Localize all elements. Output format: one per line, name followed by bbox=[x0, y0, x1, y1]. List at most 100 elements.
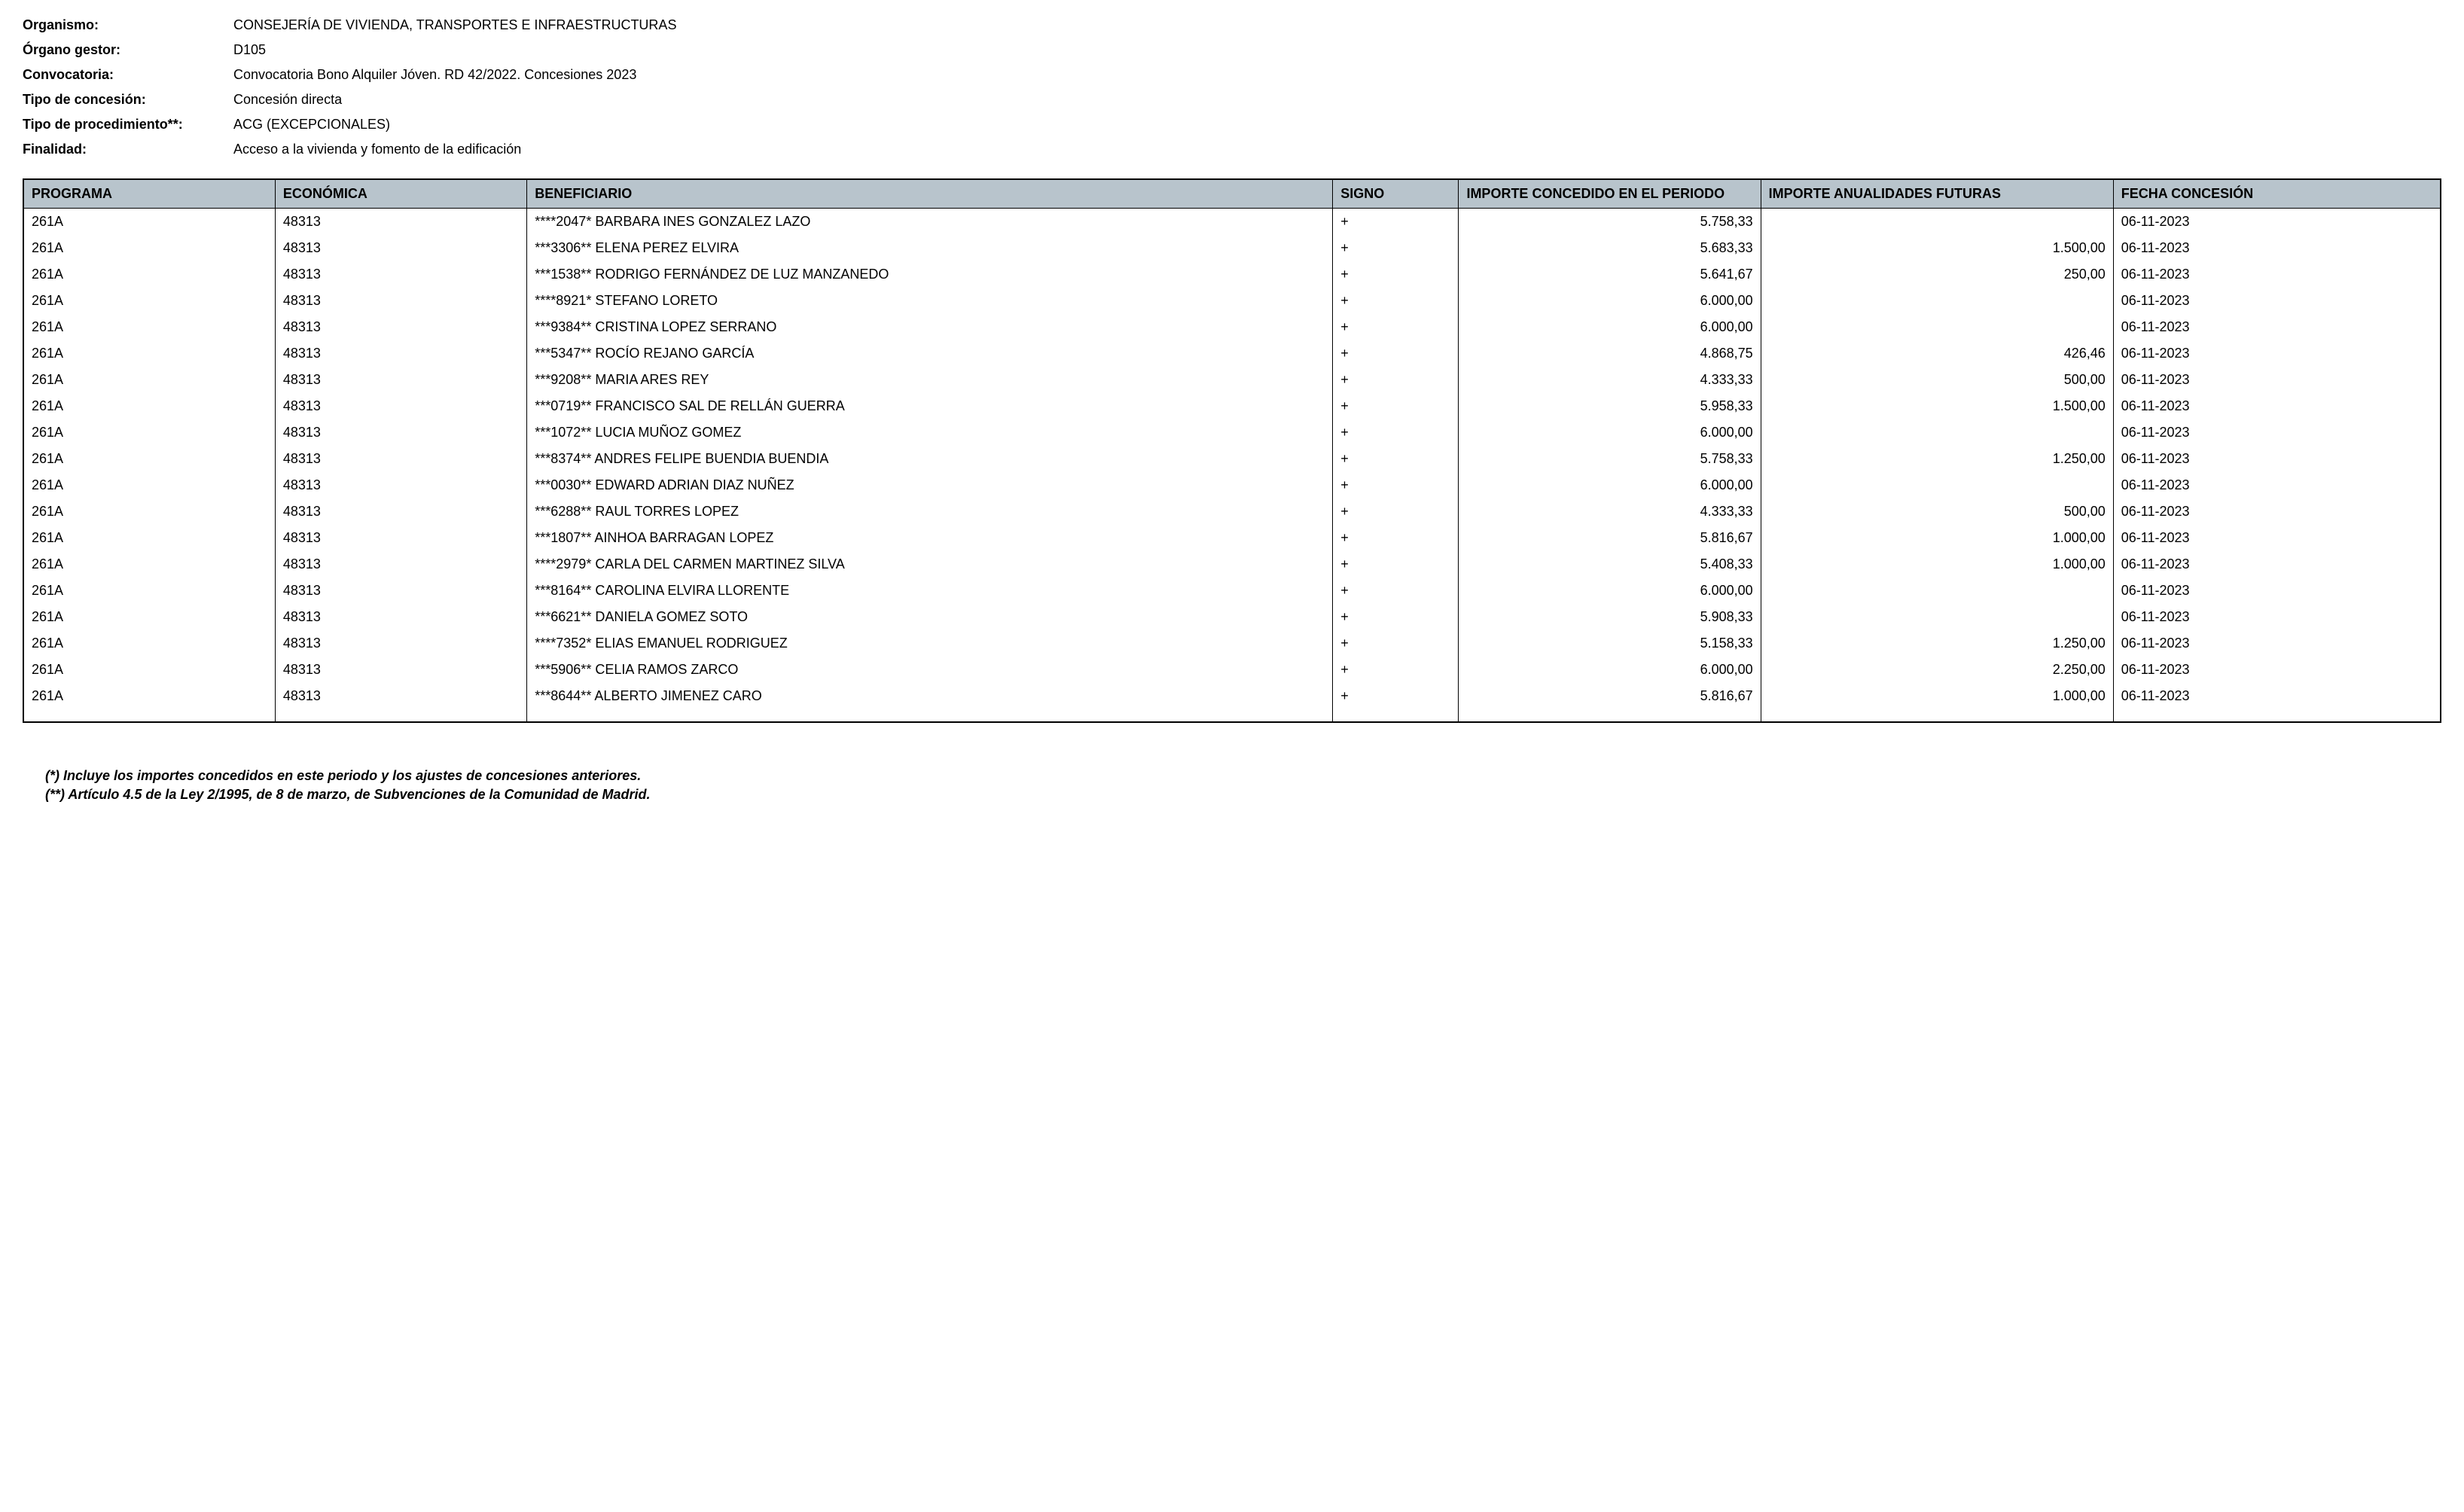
table-row: 261A48313***9384** CRISTINA LOPEZ SERRAN… bbox=[23, 314, 2441, 340]
col-header-beneficiario: BENEFICIARIO bbox=[527, 179, 1333, 209]
cell-fecha: 06-11-2023 bbox=[2113, 288, 2441, 314]
cell-importe-futuras: 1.000,00 bbox=[1761, 683, 2113, 722]
cell-importe-futuras: 2.250,00 bbox=[1761, 657, 2113, 683]
cell-programa: 261A bbox=[23, 578, 275, 604]
header-field: Convocatoria:Convocatoria Bono Alquiler … bbox=[23, 65, 2441, 85]
header-value: ACG (EXCEPCIONALES) bbox=[233, 114, 2441, 135]
header-field: Organismo:CONSEJERÍA DE VIVIENDA, TRANSP… bbox=[23, 15, 2441, 35]
table-row: 261A48313***9208** MARIA ARES REY+4.333,… bbox=[23, 367, 2441, 393]
col-header-economica: ECONÓMICA bbox=[275, 179, 526, 209]
cell-programa: 261A bbox=[23, 367, 275, 393]
footnote: (**) Artículo 4.5 de la Ley 2/1995, de 8… bbox=[45, 787, 2441, 803]
cell-programa: 261A bbox=[23, 472, 275, 498]
concesiones-table: PROGRAMA ECONÓMICA BENEFICIARIO SIGNO IM… bbox=[23, 178, 2441, 723]
cell-programa: 261A bbox=[23, 683, 275, 722]
cell-beneficiario: ***8644** ALBERTO JIMENEZ CARO bbox=[527, 683, 1333, 722]
cell-economica: 48313 bbox=[275, 657, 526, 683]
cell-fecha: 06-11-2023 bbox=[2113, 393, 2441, 419]
cell-signo: + bbox=[1333, 261, 1459, 288]
header-label: Organismo: bbox=[23, 15, 233, 35]
cell-signo: + bbox=[1333, 419, 1459, 446]
footnote: (*) Incluye los importes concedidos en e… bbox=[45, 768, 2441, 784]
cell-programa: 261A bbox=[23, 604, 275, 630]
cell-importe-futuras bbox=[1761, 578, 2113, 604]
cell-beneficiario: ***6621** DANIELA GOMEZ SOTO bbox=[527, 604, 1333, 630]
cell-importe-periodo: 6.000,00 bbox=[1459, 472, 1761, 498]
cell-importe-futuras: 250,00 bbox=[1761, 261, 2113, 288]
cell-beneficiario: ***1072** LUCIA MUÑOZ GOMEZ bbox=[527, 419, 1333, 446]
cell-importe-periodo: 5.683,33 bbox=[1459, 235, 1761, 261]
cell-economica: 48313 bbox=[275, 551, 526, 578]
table-row: 261A48313****8921* STEFANO LORETO+6.000,… bbox=[23, 288, 2441, 314]
cell-beneficiario: ****2979* CARLA DEL CARMEN MARTINEZ SILV… bbox=[527, 551, 1333, 578]
cell-importe-periodo: 6.000,00 bbox=[1459, 419, 1761, 446]
cell-signo: + bbox=[1333, 209, 1459, 236]
cell-importe-futuras bbox=[1761, 604, 2113, 630]
cell-programa: 261A bbox=[23, 235, 275, 261]
cell-signo: + bbox=[1333, 235, 1459, 261]
cell-signo: + bbox=[1333, 288, 1459, 314]
cell-economica: 48313 bbox=[275, 314, 526, 340]
cell-fecha: 06-11-2023 bbox=[2113, 367, 2441, 393]
cell-importe-periodo: 5.641,67 bbox=[1459, 261, 1761, 288]
cell-economica: 48313 bbox=[275, 472, 526, 498]
cell-programa: 261A bbox=[23, 498, 275, 525]
cell-economica: 48313 bbox=[275, 419, 526, 446]
table-row: 261A48313****2979* CARLA DEL CARMEN MART… bbox=[23, 551, 2441, 578]
cell-importe-periodo: 5.816,67 bbox=[1459, 525, 1761, 551]
cell-economica: 48313 bbox=[275, 630, 526, 657]
cell-programa: 261A bbox=[23, 314, 275, 340]
cell-economica: 48313 bbox=[275, 261, 526, 288]
cell-economica: 48313 bbox=[275, 367, 526, 393]
header-label: Finalidad: bbox=[23, 139, 233, 160]
cell-signo: + bbox=[1333, 367, 1459, 393]
cell-fecha: 06-11-2023 bbox=[2113, 446, 2441, 472]
col-header-programa: PROGRAMA bbox=[23, 179, 275, 209]
cell-fecha: 06-11-2023 bbox=[2113, 209, 2441, 236]
cell-beneficiario: ***6288** RAUL TORRES LOPEZ bbox=[527, 498, 1333, 525]
cell-importe-periodo: 4.868,75 bbox=[1459, 340, 1761, 367]
cell-signo: + bbox=[1333, 498, 1459, 525]
header-field: Tipo de procedimiento**:ACG (EXCEPCIONAL… bbox=[23, 114, 2441, 135]
cell-importe-futuras bbox=[1761, 419, 2113, 446]
cell-beneficiario: ***1538** RODRIGO FERNÁNDEZ DE LUZ MANZA… bbox=[527, 261, 1333, 288]
table-body: 261A48313****2047* BARBARA INES GONZALEZ… bbox=[23, 209, 2441, 723]
cell-fecha: 06-11-2023 bbox=[2113, 235, 2441, 261]
cell-beneficiario: ***9384** CRISTINA LOPEZ SERRANO bbox=[527, 314, 1333, 340]
cell-fecha: 06-11-2023 bbox=[2113, 630, 2441, 657]
table-header-row: PROGRAMA ECONÓMICA BENEFICIARIO SIGNO IM… bbox=[23, 179, 2441, 209]
table-row: 261A48313***8164** CAROLINA ELVIRA LLORE… bbox=[23, 578, 2441, 604]
table-row: 261A48313***1072** LUCIA MUÑOZ GOMEZ+6.0… bbox=[23, 419, 2441, 446]
cell-beneficiario: ****7352* ELIAS EMANUEL RODRIGUEZ bbox=[527, 630, 1333, 657]
table-row: 261A48313***5906** CELIA RAMOS ZARCO+6.0… bbox=[23, 657, 2441, 683]
col-header-importe-futuras: IMPORTE ANUALIDADES FUTURAS bbox=[1761, 179, 2113, 209]
cell-programa: 261A bbox=[23, 525, 275, 551]
cell-signo: + bbox=[1333, 525, 1459, 551]
cell-signo: + bbox=[1333, 340, 1459, 367]
cell-beneficiario: ***5906** CELIA RAMOS ZARCO bbox=[527, 657, 1333, 683]
cell-importe-futuras: 1.000,00 bbox=[1761, 551, 2113, 578]
cell-economica: 48313 bbox=[275, 340, 526, 367]
cell-importe-periodo: 5.816,67 bbox=[1459, 683, 1761, 722]
header-label: Tipo de procedimiento**: bbox=[23, 114, 233, 135]
cell-importe-periodo: 4.333,33 bbox=[1459, 498, 1761, 525]
cell-programa: 261A bbox=[23, 393, 275, 419]
cell-beneficiario: ****2047* BARBARA INES GONZALEZ LAZO bbox=[527, 209, 1333, 236]
cell-importe-futuras bbox=[1761, 288, 2113, 314]
cell-beneficiario: ***8374** ANDRES FELIPE BUENDIA BUENDIA bbox=[527, 446, 1333, 472]
table-row: 261A48313***1538** RODRIGO FERNÁNDEZ DE … bbox=[23, 261, 2441, 288]
cell-beneficiario: ***0030** EDWARD ADRIAN DIAZ NUÑEZ bbox=[527, 472, 1333, 498]
footnotes-section: (*) Incluye los importes concedidos en e… bbox=[23, 768, 2441, 803]
cell-fecha: 06-11-2023 bbox=[2113, 314, 2441, 340]
cell-importe-futuras: 500,00 bbox=[1761, 367, 2113, 393]
header-label: Tipo de concesión: bbox=[23, 90, 233, 110]
cell-economica: 48313 bbox=[275, 209, 526, 236]
cell-economica: 48313 bbox=[275, 446, 526, 472]
cell-beneficiario: ***1807** AINHOA BARRAGAN LOPEZ bbox=[527, 525, 1333, 551]
cell-signo: + bbox=[1333, 446, 1459, 472]
cell-programa: 261A bbox=[23, 288, 275, 314]
col-header-fecha: FECHA CONCESIÓN bbox=[2113, 179, 2441, 209]
header-field: Finalidad:Acceso a la vivienda y fomento… bbox=[23, 139, 2441, 160]
cell-signo: + bbox=[1333, 604, 1459, 630]
header-value: D105 bbox=[233, 40, 2441, 60]
